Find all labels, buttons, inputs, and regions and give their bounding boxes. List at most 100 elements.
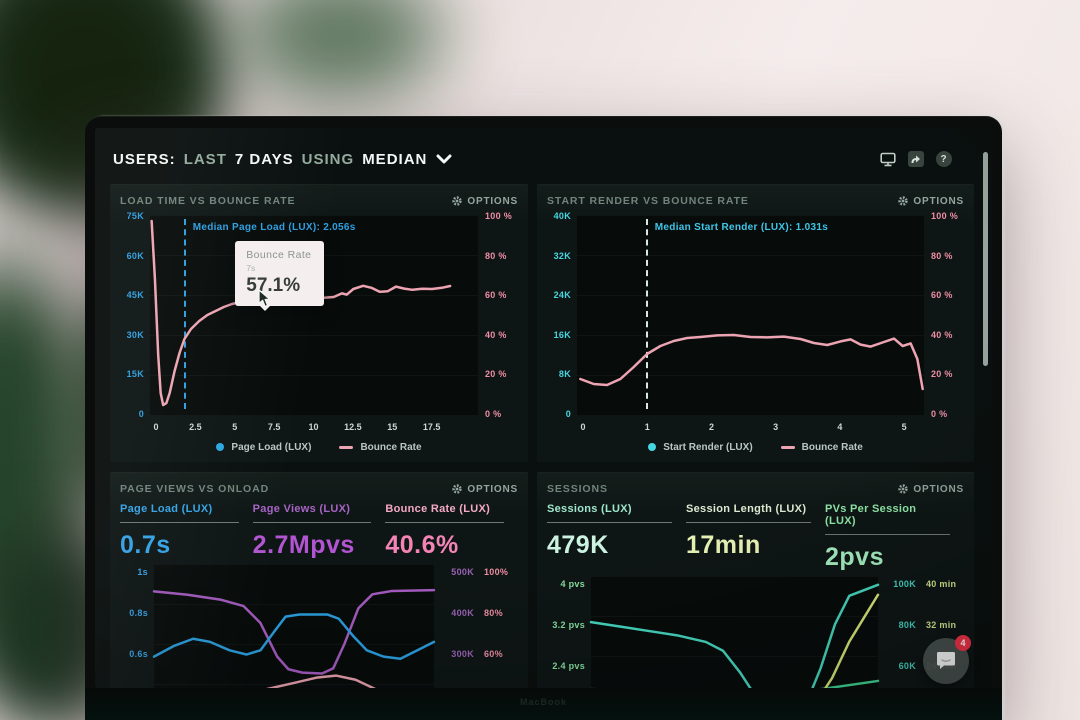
series-sessions [591,585,878,688]
options-button[interactable]: OPTIONS [452,484,518,495]
axis-tick: 4 pvs [560,579,585,589]
chart-row: 40K 32K 24K 16K 8K 0 Median Start Render (LUX… [547,211,964,419]
x-axis-tick: 3 [773,422,779,432]
y-axis-right: 100 % 80 % 60 % 40 % 20 % 0 % [924,211,964,419]
header-title-segment: LAST [183,150,227,168]
panel-sessions: SESSIONS OPTIONS Sessions (LUX) 479K Sessi… [537,472,974,688]
chat-widget-button[interactable]: 4 [923,635,971,684]
share-icon[interactable] [907,151,924,168]
legend-item[interactable]: Start Render (LUX) [648,441,753,453]
axis-tick: 16K [553,329,571,340]
y-axis-right-sessions: 100K80K60K40K [886,578,916,688]
axis-tick: 0 % [931,408,948,419]
chart-row: 75K 60K 45K 30K 15K 0 Median Page Load (LUX):… [120,211,518,419]
axis-tick: 40K [553,211,571,221]
monitor-icon[interactable] [879,151,896,168]
x-axis-tick: 10 [308,422,319,432]
axis-tick: 100% [484,567,509,577]
tooltip: Bounce Rate 7s 57.1% [235,241,325,311]
x-axis-tick: 2.5 [189,422,202,432]
panel-load-time-vs-bounce-rate: LOAD TIME VS BOUNCE RATE OPTIONS 75K 60K 4… [110,184,528,462]
panel-header: SESSIONS OPTIONS [547,473,964,499]
axis-tick: 60 % [485,290,507,301]
legend-marker [648,443,657,451]
chat-bubble-icon [937,652,955,669]
dashboard-title-dropdown[interactable]: USERS: LAST 7 DAYS USING MEDIAN [113,151,452,168]
stat-underline [252,522,372,523]
axis-tick: 0.8s [129,608,148,618]
stat-value: 17min [686,531,761,559]
options-button[interactable]: OPTIONS [898,196,964,207]
legend-item[interactable]: Bounce Rate [780,442,863,453]
stat-block: Bounce Rate (LUX) 40.6% [385,503,518,560]
x-axis-tick: 0 [153,422,159,432]
scrollbar-thumb[interactable] [983,152,988,366]
panel-start-render-vs-bounce-rate: START RENDER VS BOUNCE RATE OPTIONS 40K 3… [537,184,974,462]
stat-value: 479K [547,531,609,559]
legend-marker [216,443,225,451]
legend-marker [780,445,795,449]
gear-icon [898,484,909,494]
axis-tick: 60 % [931,290,953,301]
panel-title: PAGE VIEWS VS ONLOAD [120,483,270,495]
plot-area [154,564,434,688]
stat-value: 0.7s [120,531,171,559]
gear-icon [452,484,463,494]
x-axis-tick: 0 [580,422,586,432]
axis-tick: 80% [484,608,503,618]
stat-block: Page Load (LUX) 0.7s [120,503,253,560]
header-title-segment: USING [301,150,355,168]
header-title-segment: USERS: [113,150,176,168]
panel-page-views-vs-onload: PAGE VIEWS VS ONLOAD OPTIONS Page Load (… [110,472,528,688]
y-axis-right-pageviews: 500K400K300K200K [442,566,474,688]
chevron-down-icon [436,154,452,164]
axis-tick: 75K [126,211,144,221]
gear-icon [898,196,909,206]
legend[interactable]: Page Load (LUX) Bounce Rate [120,435,518,459]
series-pvs-per-session [591,681,878,688]
options-button[interactable]: OPTIONS [898,484,964,495]
legend-item[interactable]: Bounce Rate [339,442,422,453]
plot-area: Median Page Load (LUX): 2.056s Bounce Ra… [150,215,478,415]
legend-item[interactable]: Page Load (LUX) [216,442,311,453]
help-icon[interactable]: ? [935,151,952,168]
y-axis-right-group: 500K400K300K200K 100%80%60%40% [434,564,518,688]
stat-underline [686,522,811,523]
legend[interactable]: Start Render (LUX) Bounce Rate [547,435,964,459]
panel-grid: LOAD TIME VS BOUNCE RATE OPTIONS 75K 60K 4… [110,184,974,688]
stat-label: PVs Per Session (LUX) [825,503,917,527]
series-bounce-rate [154,676,434,688]
stat-block: Sessions (LUX) 479K [547,503,686,572]
stat-value: 40.6% [385,531,459,559]
x-axis-tick: 17.5 [422,422,441,432]
axis-tick: 1s [137,567,148,577]
options-button[interactable]: OPTIONS [452,196,518,207]
tooltip-value: 57.1% [246,275,301,296]
axis-tick: 60% [484,649,503,659]
axis-tick: 24K [553,290,571,301]
axis-tick: 15K [126,369,144,380]
legend-label: Start Render (LUX) [663,441,753,453]
stat-underline [825,534,950,535]
laptop-brand-label: MacBook [519,697,567,707]
x-axis-tick: 12.5 [344,422,362,432]
y-axis-left: 1s0.8s0.6s0.4s [120,566,154,688]
stat-underline [547,522,672,523]
stat-value: 2.7Mpvs [252,531,355,559]
plot-area [591,576,878,688]
axis-tick: 32 min [926,620,957,630]
stat-block: Session Length (LUX) 17min [686,503,825,572]
options-label: OPTIONS [913,483,964,495]
series-page-load [154,615,434,659]
options-label: OPTIONS [913,195,964,207]
x-axis-tick: 15 [387,422,398,432]
laptop-bezel: MacBook [85,688,1002,720]
axis-tick: 20 % [485,369,507,380]
axis-tick: 0 [138,408,144,419]
bounce-rate-line [577,215,924,415]
dashboard-header: USERS: LAST 7 DAYS USING MEDIAN [95,128,992,184]
header-icons: ? [879,151,952,168]
axis-tick: 80K [898,620,916,630]
header-title-segment: 7 DAYS [234,150,294,168]
